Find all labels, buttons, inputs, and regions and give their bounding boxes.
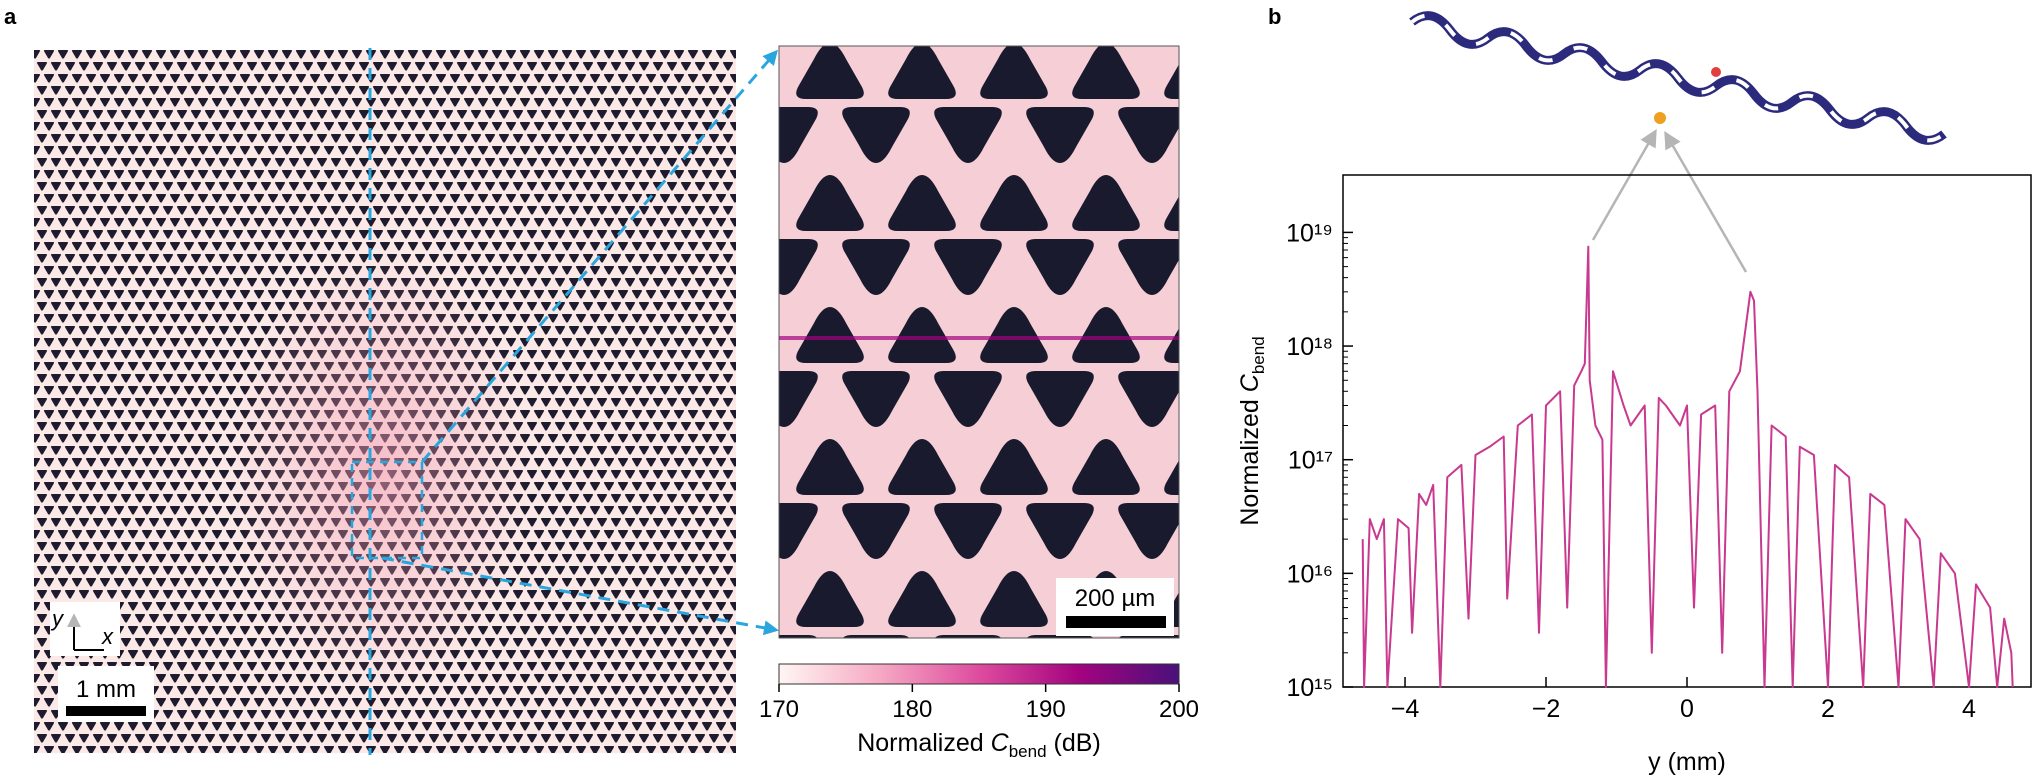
colorbar-tick-label: 180: [892, 696, 932, 723]
plot-area: 10¹⁵ 10¹⁶ 10¹⁷ 10¹⁸ 10¹⁹ −4 −2 0 2 4: [1286, 219, 2014, 723]
stress-glow: [230, 250, 530, 690]
zoom-line: [381, 556, 779, 636]
colorbar-ticks: 170 180 190 200: [759, 684, 1199, 723]
x-tick-label: −4: [1391, 695, 1420, 723]
scale-bar-label: 200 µm: [1075, 585, 1156, 612]
inset-stress-band: [779, 336, 1179, 340]
x-tick-label: 4: [1962, 695, 1976, 723]
colorbar-tick-label: 190: [1026, 696, 1066, 723]
axis-symbol: y: [50, 606, 65, 631]
x-tick-label: −2: [1532, 695, 1561, 723]
x-tick-label: 0: [1680, 695, 1694, 723]
colorbar-tick-label: 200: [1159, 696, 1199, 723]
pointer-arrow: [1591, 128, 1657, 241]
helix-hotspot: [1711, 67, 1721, 77]
inset-image: [778, 45, 1180, 639]
y-tick-label: 10¹⁷: [1288, 447, 1333, 475]
zoom-line: [420, 49, 778, 463]
axis-symbol: x: [101, 624, 114, 649]
colorbar-tick-label: 170: [759, 696, 799, 723]
helix-highlight: [1410, 13, 1946, 143]
x-axis-label: y (mm): [1648, 748, 1726, 776]
axes-box: [50, 602, 120, 656]
pointer-arrow: [1664, 130, 1748, 273]
y-tick-label: 10¹⁵: [1287, 674, 1334, 702]
helix-hotspot: [1654, 112, 1666, 124]
y-tick-label: 10¹⁸: [1286, 333, 1333, 361]
y-axis-label: NormalizedCbend: [1236, 336, 1268, 525]
scale-bar: [66, 706, 146, 716]
y-tick-label: 10¹⁶: [1287, 560, 1333, 588]
scale-bar-label: 1 mm: [76, 676, 136, 703]
colorbar: [778, 663, 1180, 685]
colorbar-label: Normalized Cbend (dB): [857, 729, 1101, 761]
x-tick-label: 2: [1821, 695, 1835, 723]
y-tick-label: 10¹⁹: [1286, 219, 1333, 247]
data-line: [1361, 245, 2014, 688]
panel-label: b: [1268, 4, 1281, 29]
panel-label: a: [4, 4, 17, 29]
scale-bar: [1066, 616, 1166, 628]
